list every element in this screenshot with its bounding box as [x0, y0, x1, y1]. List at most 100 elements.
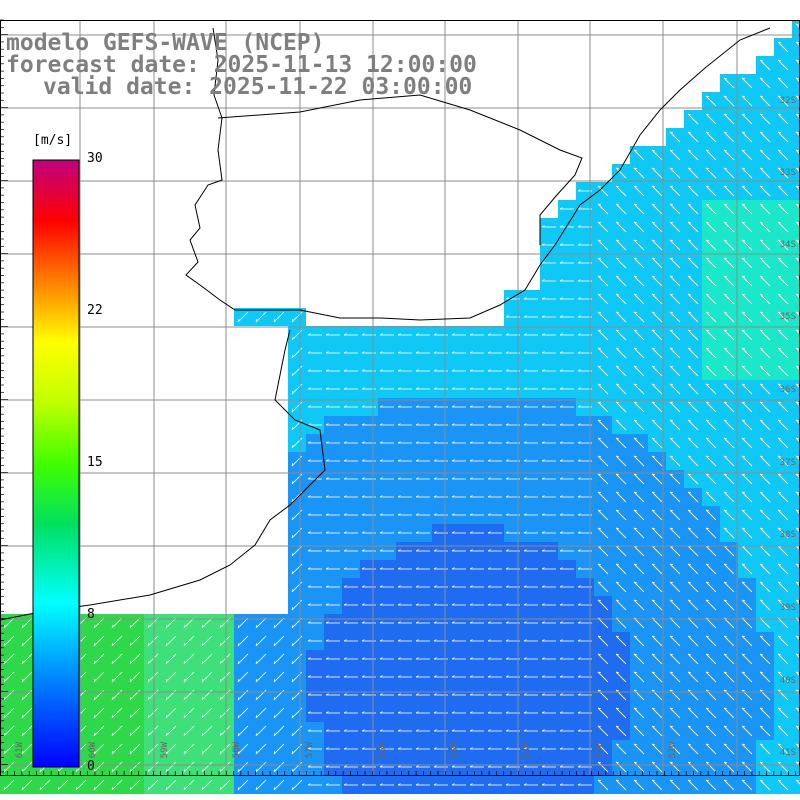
wind-arrow — [273, 725, 285, 737]
wind-arrow-head — [669, 707, 674, 710]
wind-arrow-head — [255, 624, 258, 629]
wind-arrow-head — [291, 696, 294, 701]
wind-arrow — [777, 257, 789, 269]
wind-arrow-head — [361, 639, 365, 642]
wind-arrow-head — [633, 275, 638, 278]
wind-arrow-head — [523, 369, 527, 372]
ocean-cell — [792, 434, 800, 452]
wind-arrow-head — [759, 329, 764, 332]
wind-arrow — [597, 293, 609, 305]
ocean-cell — [792, 704, 800, 722]
wind-arrow — [687, 293, 699, 305]
wind-arrow — [147, 707, 159, 719]
wind-arrow-head — [183, 696, 186, 701]
ocean-cell — [792, 272, 800, 290]
wind-arrow-head — [705, 419, 710, 422]
wind-arrow-head — [687, 743, 692, 746]
wind-arrow-head — [469, 765, 473, 768]
wind-arrow — [777, 329, 789, 341]
wind-arrow — [705, 527, 717, 539]
wind-arrow-head — [541, 387, 545, 390]
wind-arrow — [723, 131, 735, 143]
wind-arrow-head — [361, 549, 365, 552]
wind-arrow-head — [687, 149, 692, 152]
wind-arrow — [759, 743, 771, 755]
wind-arrow — [597, 275, 609, 287]
wind-arrow-head — [615, 365, 620, 368]
wind-arrow — [777, 347, 789, 359]
wind-arrow — [255, 617, 267, 629]
wind-arrow-head — [451, 567, 455, 570]
wind-arrow-head — [705, 131, 710, 134]
wind-arrow-head — [559, 549, 563, 552]
wind-arrow-head — [577, 315, 581, 318]
wind-arrow-head — [777, 95, 782, 98]
wind-arrow-head — [759, 77, 764, 80]
wind-arrow — [741, 383, 753, 395]
wind-arrow-head — [469, 477, 473, 480]
wind-arrow — [723, 239, 735, 251]
wind-arrow-head — [505, 387, 509, 390]
wind-arrow-head — [379, 531, 383, 534]
wind-arrow-head — [325, 477, 329, 480]
ocean-cell — [792, 740, 800, 758]
wind-arrow-head — [325, 549, 329, 552]
ocean-cell — [792, 578, 800, 596]
wind-arrow-head — [469, 387, 473, 390]
wind-arrow-head — [21, 732, 24, 737]
wind-arrow-head — [615, 221, 620, 224]
wind-arrow-head — [723, 707, 728, 710]
ocean-cell — [792, 776, 800, 794]
wind-arrow-head — [361, 783, 365, 786]
wind-arrow — [777, 707, 789, 719]
wind-arrow — [759, 617, 771, 629]
wind-arrow — [759, 347, 771, 359]
wind-arrow — [687, 131, 699, 143]
wind-arrow — [237, 743, 249, 755]
wind-arrow-head — [291, 732, 294, 737]
wind-arrow — [777, 635, 789, 647]
wind-arrow-head — [487, 387, 491, 390]
wind-arrow-head — [397, 423, 401, 426]
wind-arrow-head — [615, 437, 620, 440]
wind-arrow-head — [705, 707, 710, 710]
wind-arrow — [597, 257, 609, 269]
wind-arrow-head — [183, 750, 186, 755]
lat-label: 39S — [779, 603, 796, 613]
wind-arrow-head — [759, 293, 764, 296]
wind-arrow — [669, 185, 681, 197]
wind-arrow-head — [523, 459, 527, 462]
wind-arrow — [759, 149, 771, 161]
wind-arrow — [57, 779, 69, 791]
wind-arrow-head — [651, 725, 656, 728]
wind-arrow-head — [759, 401, 764, 404]
wind-arrow-head — [325, 675, 329, 678]
wind-arrow — [633, 491, 645, 503]
wind-arrow — [651, 671, 663, 683]
wind-arrow — [669, 527, 681, 539]
wind-arrow-head — [201, 714, 204, 719]
wind-arrow — [291, 779, 303, 791]
wind-arrow-head — [3, 678, 6, 683]
ocean-cell — [792, 596, 800, 614]
wind-arrow-head — [795, 419, 800, 422]
wind-arrow — [111, 779, 123, 791]
wind-arrow-head — [705, 113, 710, 116]
wind-arrow-head — [523, 549, 527, 552]
wind-arrow-head — [723, 167, 728, 170]
wind-arrow-head — [577, 225, 581, 228]
wind-arrow-head — [21, 714, 24, 719]
wind-arrow-head — [433, 549, 437, 552]
wind-arrow-head — [705, 95, 710, 98]
wind-arrow-head — [577, 783, 581, 786]
wind-arrow-head — [451, 405, 455, 408]
wind-arrow-head — [201, 696, 204, 701]
wind-arrow — [723, 473, 735, 485]
wind-arrow — [795, 581, 800, 587]
wind-arrow — [687, 761, 699, 773]
wind-arrow-head — [273, 786, 276, 791]
wind-arrow-head — [577, 279, 581, 282]
wind-arrow-head — [379, 477, 383, 480]
wind-arrow — [147, 617, 159, 629]
wind-arrow-head — [795, 311, 800, 314]
